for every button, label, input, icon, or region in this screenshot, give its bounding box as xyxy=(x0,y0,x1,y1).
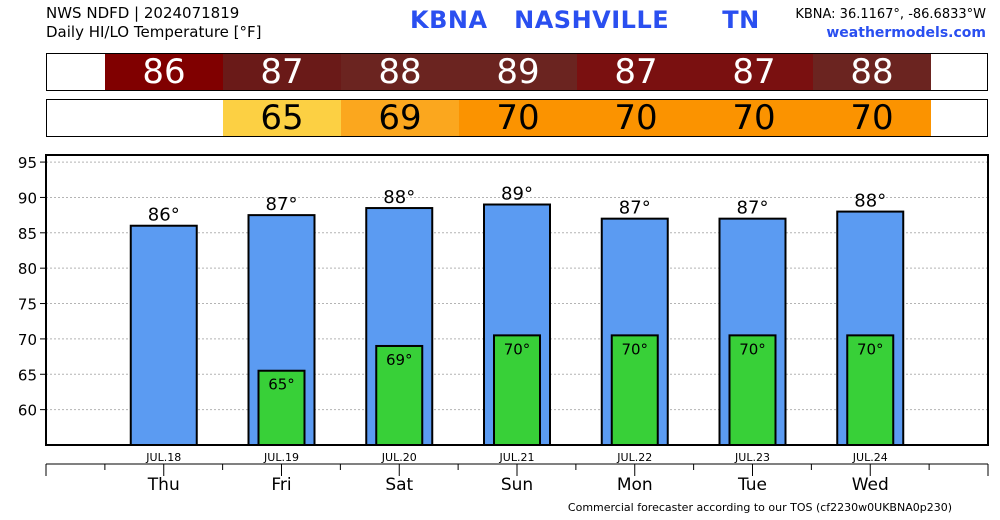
low-temp-bar xyxy=(610,334,659,446)
low-temp-label: 70° xyxy=(857,340,884,358)
y-tick-label: 70 xyxy=(18,331,37,349)
y-tick-label: 95 xyxy=(18,154,37,172)
header-right: KBNA: 36.1167°, -86.6833°W weathermodels… xyxy=(795,5,986,43)
y-tick-label: 60 xyxy=(18,402,37,420)
weekday-label: Tue xyxy=(737,475,767,495)
footer-note: Commercial forecaster according to our T… xyxy=(567,501,952,514)
high-temp-cell: 86 xyxy=(105,54,223,90)
product-subtitle: Daily HI/LO Temperature [°F] xyxy=(46,23,262,41)
low-temp-cell xyxy=(105,100,223,136)
y-tick-label: 85 xyxy=(18,225,37,243)
high-temp-cell: 88 xyxy=(813,54,931,90)
y-tick-label: 75 xyxy=(18,296,37,314)
date-label: JUL.22 xyxy=(616,451,652,464)
low-temp-cell: 69 xyxy=(341,100,459,136)
low-temp-label: 69° xyxy=(386,351,413,369)
y-tick-label: 80 xyxy=(18,260,37,278)
high-temp-cell: 87 xyxy=(223,54,341,90)
low-temp-cell: 70 xyxy=(695,100,813,136)
low-temp-strip: 65 69 70 70 70 70 xyxy=(46,99,988,137)
high-temp-cell: 89 xyxy=(459,54,577,90)
high-temp-strip: 86 87 88 89 87 87 88 xyxy=(46,53,988,91)
weekday-label: Fri xyxy=(271,475,291,495)
low-temp-label: 70° xyxy=(621,340,648,358)
weekday-label: Sun xyxy=(501,475,533,495)
low-temp-label: 70° xyxy=(739,340,766,358)
low-temp-bar xyxy=(257,369,306,447)
high-temp-bar xyxy=(129,224,198,446)
low-temp-bar xyxy=(728,334,777,446)
high-temp-label: 88° xyxy=(383,187,415,208)
date-label: JUL.23 xyxy=(734,451,770,464)
low-temp-label: 65° xyxy=(268,376,295,394)
weekday-label: Mon xyxy=(617,475,653,495)
weekday-label: Wed xyxy=(852,475,889,495)
low-temp-label: 70° xyxy=(504,340,531,358)
low-temp-cell: 70 xyxy=(577,100,695,136)
station-coords: KBNA: 36.1167°, -86.6833°W xyxy=(795,7,986,22)
date-label: JUL.24 xyxy=(852,451,888,464)
date-label: JUL.20 xyxy=(381,451,417,464)
header-left: NWS NDFD | 2024071819 Daily HI/LO Temper… xyxy=(46,4,262,42)
high-temp-label: 87° xyxy=(266,194,298,215)
high-temp-cell: 87 xyxy=(577,54,695,90)
site-link[interactable]: weathermodels.com xyxy=(826,25,986,41)
date-label: JUL.19 xyxy=(263,451,299,464)
low-temp-bar xyxy=(375,344,424,447)
low-temp-bar xyxy=(493,334,541,446)
date-label: JUL.21 xyxy=(499,451,535,464)
high-temp-label: 87° xyxy=(619,198,651,219)
date-label: JUL.18 xyxy=(145,451,181,464)
low-temp-cell: 65 xyxy=(223,100,341,136)
y-tick-label: 90 xyxy=(18,189,37,207)
weekday-label: Sat xyxy=(385,475,413,495)
high-temp-label: 86° xyxy=(148,205,180,226)
low-temp-bar xyxy=(846,334,895,446)
high-temp-label: 87° xyxy=(737,198,769,219)
high-temp-cell: 87 xyxy=(695,54,813,90)
product-title: NWS NDFD | 2024071819 xyxy=(46,4,240,22)
station-title: KBNA NASHVILLE TN xyxy=(410,6,760,34)
low-temp-cell: 70 xyxy=(459,100,577,136)
weekday-label: Thu xyxy=(147,475,180,495)
low-temp-cell: 70 xyxy=(813,100,931,136)
high-temp-cell: 88 xyxy=(341,54,459,90)
y-tick-label: 65 xyxy=(18,366,37,384)
high-temp-label: 88° xyxy=(854,191,886,212)
high-temp-label: 89° xyxy=(501,184,533,205)
